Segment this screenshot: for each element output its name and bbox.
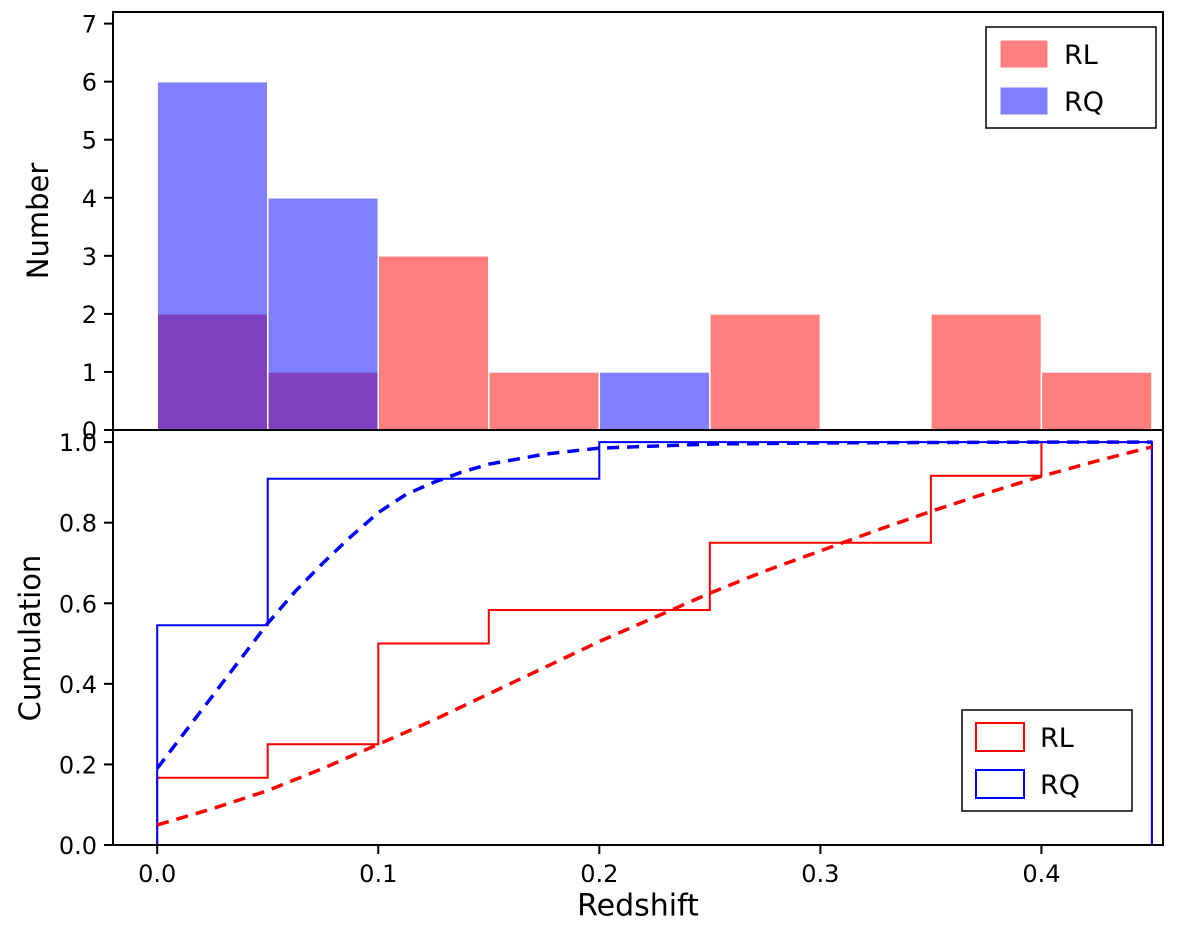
histogram-bar — [156, 80, 269, 431]
histogram-bar — [930, 313, 1043, 431]
histogram-bar — [1040, 371, 1153, 431]
legend-swatch-rl — [975, 722, 1025, 752]
ticks: 0.0 0.1 0.2 0.3 0.4 0 1 2 3 4 5 6 7 0.0 0.2 0.4 0.6 0.8 1.… — [59, 11, 1061, 888]
x-tick-label: 0.1 — [359, 860, 397, 888]
top-y-tick-label: 6 — [82, 69, 97, 97]
bottom-legend: RL RQ — [961, 709, 1133, 812]
legend-swatch-rq — [975, 769, 1025, 799]
legend-label-rl: RL — [1064, 40, 1098, 71]
legend-label-rl: RL — [1040, 723, 1074, 754]
empirical-cdf-rl — [156, 441, 1153, 845]
fitted-cdf-rq — [155, 440, 1152, 770]
bottom-panel — [155, 440, 1153, 845]
histogram-bar — [377, 255, 490, 431]
bottom-panel-lines — [155, 440, 1153, 845]
bottom-y-tick-label: 0.6 — [59, 590, 97, 618]
top-y-tick-label: 1 — [82, 359, 97, 387]
histogram-bar — [598, 371, 711, 431]
x-tick-label: 0.4 — [1022, 860, 1060, 888]
bottom-y-tick-label: 0.0 — [59, 832, 97, 860]
x-tick-label: 0.2 — [580, 860, 618, 888]
bottom-y-tick-label: 0.4 — [59, 671, 97, 699]
legend-swatch-rl — [999, 39, 1049, 69]
x-axis-label: Redshift — [577, 888, 699, 924]
top-y-tick-label: 5 — [82, 127, 97, 155]
x-tick-label: 0.0 — [138, 860, 176, 888]
empirical-cdf-rq — [156, 441, 1153, 845]
top-y-tick-label: 4 — [82, 185, 97, 213]
bottom-y-axis-label: Cumulation — [13, 554, 47, 722]
bottom-y-tick-label: 0.2 — [59, 751, 97, 779]
bottom-axes-frame — [112, 429, 1164, 846]
top-y-tick-label: 2 — [82, 301, 97, 329]
histogram-bar — [709, 313, 822, 431]
bottom-y-tick-label: 1.0 — [59, 429, 97, 457]
legend-label-rq: RQ — [1064, 87, 1104, 118]
top-y-tick-label: 3 — [82, 243, 97, 271]
histogram-bar — [488, 371, 601, 431]
legend-swatch-rq — [999, 86, 1049, 116]
top-y-tick-label: 0 — [82, 417, 97, 445]
top-y-tick-label: 7 — [82, 11, 97, 39]
x-tick-label: 0.3 — [801, 860, 839, 888]
legend-label-rq: RQ — [1040, 770, 1080, 801]
bottom-y-tick-label: 0.8 — [59, 510, 97, 538]
top-panel — [156, 80, 1153, 431]
histogram-bar — [266, 197, 380, 431]
top-legend: RL RQ — [985, 26, 1157, 129]
top-y-axis-label: Number — [21, 162, 55, 280]
